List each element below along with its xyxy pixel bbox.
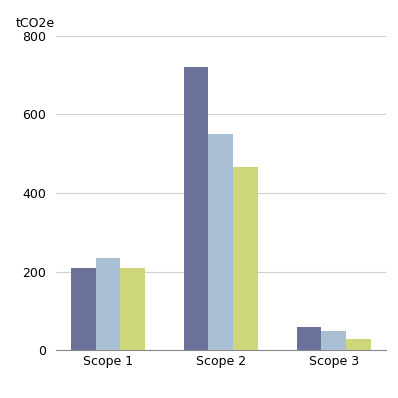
Bar bbox=[209, 134, 233, 350]
Bar bbox=[121, 269, 145, 350]
Bar bbox=[321, 332, 346, 350]
Bar bbox=[183, 67, 209, 350]
Text: tCO2e: tCO2e bbox=[16, 17, 55, 29]
Bar bbox=[233, 168, 258, 350]
Bar bbox=[297, 327, 321, 350]
Bar bbox=[71, 268, 96, 350]
Bar bbox=[346, 339, 371, 350]
Bar bbox=[96, 258, 121, 350]
